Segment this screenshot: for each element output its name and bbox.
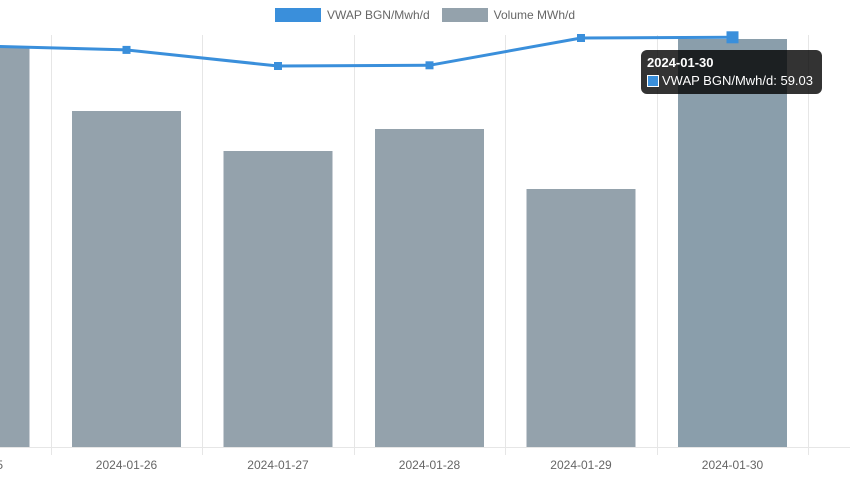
bar-volume-2024-01-29 [526, 189, 636, 447]
point-vwap-2024-01-29 [577, 34, 585, 42]
tooltip-label: VWAP BGN/Mwh/d: 59.03 [662, 73, 814, 88]
point-vwap-2024-01-27 [274, 62, 282, 70]
tooltip-row: VWAP BGN/Mwh/d: 59.03 [647, 73, 816, 88]
point-vwap-2024-01-30 [726, 31, 739, 44]
x-tick-label: 5 [0, 458, 3, 472]
x-tick-label: 2024-01-28 [399, 458, 461, 472]
x-tick-label: 2024-01-27 [247, 458, 309, 472]
legend-item-vwap[interactable]: VWAP BGN/Mwh/d [274, 8, 430, 22]
legend-label-vwap: VWAP BGN/Mwh/d [326, 8, 430, 22]
legend-label-volume: Volume MWh/d [493, 8, 576, 22]
x-tick-label: 2024-01-30 [702, 458, 764, 472]
bar-volume-2024-01-25 [0, 47, 30, 447]
point-vwap-2024-01-26 [122, 45, 131, 54]
bar-volume-2024-01-26 [72, 111, 181, 447]
line-vwap [0, 35, 733, 68]
legend-item-volume[interactable]: Volume MWh/d [441, 8, 576, 22]
bar-volume-2024-01-28 [375, 129, 484, 447]
bar-volume-2024-01-30 [678, 39, 787, 447]
x-tick-label: 2024-01-29 [550, 458, 612, 472]
tooltip-swatch [647, 74, 659, 87]
bar-volume-2024-01-27 [223, 151, 333, 447]
tooltip: 2024-01-30 VWAP BGN/Mwh/d: 59.03 [641, 50, 822, 94]
legend-swatch-volume [441, 8, 488, 22]
x-tick-label: 2024-01-26 [96, 458, 158, 472]
legend-swatch-vwap [274, 8, 321, 22]
point-vwap-2024-01-28 [425, 61, 434, 70]
legend: VWAP BGN/Mwh/d Volume MWh/d [0, 8, 850, 22]
tooltip-title: 2024-01-30 [647, 55, 714, 70]
